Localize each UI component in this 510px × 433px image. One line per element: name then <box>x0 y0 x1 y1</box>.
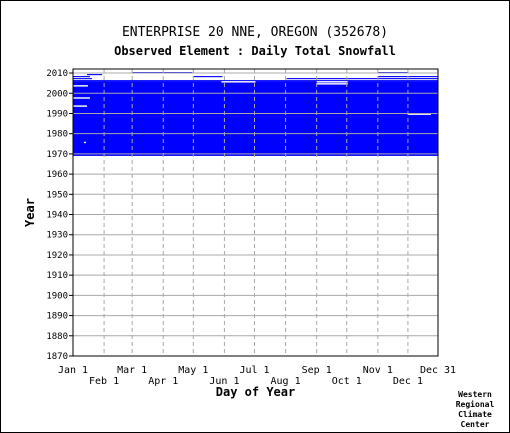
y-tick-label: 1990 <box>46 109 68 119</box>
y-axis-title: Year <box>23 198 37 227</box>
y-tick-label: 1880 <box>46 332 68 342</box>
data-missing-gap <box>73 105 88 107</box>
y-tick-label: 1970 <box>46 150 68 160</box>
x-tick-label: Nov 1 <box>363 365 393 376</box>
plot-border <box>72 68 439 357</box>
data-missing-gap <box>407 113 431 115</box>
x-tick-label: Oct 1 <box>332 376 362 387</box>
data-record-bar <box>87 74 103 76</box>
y-tick-label: 2010 <box>46 69 68 79</box>
x-tick-label: Sep 1 <box>302 365 332 376</box>
x-tick-label: Jul 1 <box>239 365 269 376</box>
y-tick-label: 1900 <box>46 291 68 301</box>
x-tick-label: Aug 1 <box>271 376 301 387</box>
y-tick-label: 1910 <box>46 271 68 281</box>
data-missing-gap <box>73 85 89 87</box>
credit-line-2: Regional <box>455 400 495 409</box>
credit-line-3: Climate <box>458 410 492 419</box>
y-tick-label: 1980 <box>46 130 68 140</box>
data-missing-gap <box>84 141 87 144</box>
y-tick-label: 2000 <box>46 89 68 99</box>
y-tick-label: 1930 <box>46 231 68 241</box>
credit-line-1: Western <box>458 390 492 399</box>
x-tick-label: May 1 <box>178 365 208 376</box>
data-record-bar <box>73 78 93 80</box>
data-record-bar <box>286 78 438 80</box>
data-missing-gap <box>73 97 91 99</box>
data-record-bar <box>193 76 223 78</box>
y-tick-label: 1950 <box>46 190 68 200</box>
chart-title: ENTERPRISE 20 NNE, OREGON (352678) <box>121 25 389 40</box>
y-tick-label: 1890 <box>46 312 68 322</box>
y-tick-label: 1870 <box>46 352 68 362</box>
x-axis-title: Day of Year <box>216 385 295 399</box>
data-record-bar <box>73 76 91 78</box>
x-tick-label: Dec 1 <box>393 376 423 387</box>
y-tick-label: 1940 <box>46 211 68 221</box>
y-tick-label: 1960 <box>46 170 68 180</box>
credit-line-4: Center <box>460 420 490 429</box>
data-missing-gap <box>316 81 348 83</box>
x-tick-label: Apr 1 <box>148 376 178 387</box>
x-tick-label: Jan 1 <box>58 365 88 376</box>
y-tick-label: 1920 <box>46 251 68 261</box>
chart-subtitle: Observed Element : Daily Total Snowfall <box>114 44 396 58</box>
x-tick-label: Mar 1 <box>117 365 147 376</box>
data-missing-gap <box>316 83 348 85</box>
wrcc-credit: Western Regional Climate Center <box>447 390 503 430</box>
x-tick-label: Jun 1 <box>209 376 239 387</box>
x-tick-label: Dec 31 <box>420 365 456 376</box>
data-record-bar <box>73 80 438 82</box>
data-missing-gap <box>221 81 256 83</box>
data-coverage-block <box>73 81 438 156</box>
x-tick-label: Feb 1 <box>89 376 119 387</box>
axes-layer: 1870 1880 1890 1900 1910 1920 1930 1940 1950 1960… <box>23 68 456 399</box>
